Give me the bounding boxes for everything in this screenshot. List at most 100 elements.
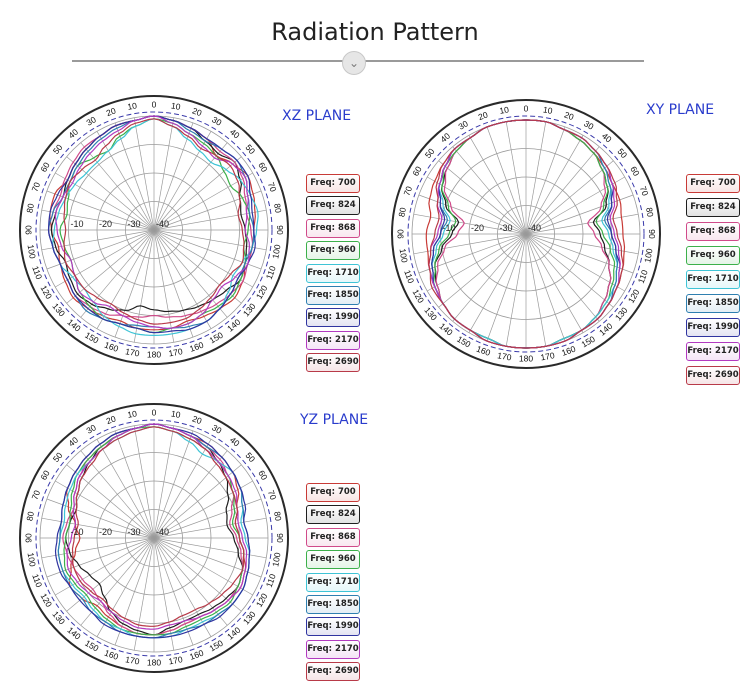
xy-grid-spoke <box>525 233 614 308</box>
xz-radial-tick-label: -20 <box>99 219 112 229</box>
xy-angle-tick-label: 40 <box>600 131 614 145</box>
yz-angle-tick-label: 130 <box>50 609 67 627</box>
yz-grid-spoke <box>153 425 175 539</box>
xz-angle-tick-label: 100 <box>270 243 282 259</box>
yz-angle-tick-label: 30 <box>85 422 98 436</box>
yz-radial-tick-label: -40 <box>156 527 169 537</box>
xy-angle-tick-label: 140 <box>597 321 615 338</box>
xz-grid-spoke <box>133 117 155 231</box>
yz-grid-spoke <box>114 537 155 646</box>
yz-angle-tick-label: 0 <box>152 407 157 417</box>
yz-angle-tick-label: 120 <box>254 591 270 609</box>
xz-angle-tick-label: 80 <box>24 202 36 213</box>
yz-radial-tick-label: -30 <box>128 527 141 537</box>
xy-angle-tick-label: 100 <box>397 248 409 264</box>
yz-grid-spoke <box>153 537 228 626</box>
yz-angle-tick-label: 140 <box>225 625 243 642</box>
xz-dashed-ring <box>35 111 273 349</box>
yz-grid-spoke <box>96 439 155 539</box>
xz-grid-spoke <box>153 156 242 231</box>
xz-grid-spoke <box>80 229 155 318</box>
yz-grid-spoke <box>153 464 242 539</box>
yz-grid-spoke <box>153 537 212 637</box>
xz-angle-tick-label: 20 <box>105 105 118 118</box>
yz-plane-label: YZ PLANE <box>300 412 369 428</box>
xy-grid-spoke <box>427 176 527 235</box>
xz-angle-tick-label: 180 <box>147 349 161 359</box>
xz-angle-tick-label: 140 <box>225 317 243 334</box>
yz-grid-spoke <box>153 430 194 539</box>
yz-angle-tick-label: 130 <box>241 609 258 627</box>
xz-grid-spoke <box>153 131 212 231</box>
xy-grid-spoke <box>525 126 566 235</box>
xz-grid-spoke <box>153 117 175 231</box>
xy-grid-spoke <box>525 146 600 235</box>
xz-angle-tick-label: 140 <box>66 317 84 334</box>
xy-angle-tick-label: 130 <box>613 305 630 323</box>
yz-angle-tick-label: 100 <box>270 551 282 567</box>
xy-angle-tick-label: 60 <box>628 165 642 178</box>
legend-item-freq-1990: Freq: 1990 <box>306 617 360 637</box>
xz-angle-tick-label: 10 <box>127 100 138 112</box>
xz-grid-spoke <box>153 209 267 231</box>
legend-item-freq-1710: Freq: 1710 <box>306 572 360 592</box>
xz-angle-tick-label: 80 <box>272 203 284 214</box>
xz-grid-spoke <box>55 172 155 231</box>
page-title: Radiation Pattern <box>271 18 479 46</box>
xz-grid-spoke <box>46 190 155 231</box>
xy-grid-spoke <box>452 233 527 322</box>
xy-angle-tick-label: 110 <box>402 268 416 284</box>
yz-grid-spoke <box>153 537 262 578</box>
yz-grid-spoke <box>66 537 155 612</box>
xy-angle-tick-label: 20 <box>563 109 576 122</box>
legend-item-freq-1850: Freq: 1850 <box>306 285 360 305</box>
xy-grid-spoke <box>418 233 527 274</box>
xy-radial-tick-label: -40 <box>528 223 541 233</box>
yz-grid-spoke <box>153 498 262 539</box>
xy-grid-spoke <box>525 233 584 333</box>
xz-grid-spoke <box>153 229 242 304</box>
xz-angle-tick-label: 110 <box>264 264 278 280</box>
legend-item-freq-700: Freq: 700 <box>306 174 360 193</box>
xz-radial-tick-label: -40 <box>156 219 169 229</box>
xz-angle-tick-label: 30 <box>85 114 98 128</box>
xy-angle-tick-label: 80 <box>396 206 408 217</box>
yz-angle-tick-label: 150 <box>83 638 101 654</box>
yz-angle-tick-label: 50 <box>51 450 65 464</box>
xz-series-freq-2690 <box>63 118 245 325</box>
xy-grid-spoke <box>413 213 527 235</box>
xz-grid-spoke <box>80 142 155 231</box>
legend-item-freq-1710: Freq: 1710 <box>686 270 740 289</box>
yz-grid-spoke <box>153 537 242 612</box>
xy-angle-tick-label: 80 <box>644 207 656 218</box>
xz-grid-spoke <box>153 190 262 231</box>
xz-radial-tick-label: -30 <box>128 219 141 229</box>
xy-grid-spoke <box>525 213 639 235</box>
yz-grid-spoke <box>80 450 155 539</box>
xz-legend: Freq: 700 Freq: 824 Freq: 868 Freq: 960 Freq… <box>306 174 360 376</box>
chevron-down-icon: ⌄ <box>342 51 366 75</box>
xy-angle-tick-label: 30 <box>457 118 470 132</box>
yz-grid-spoke <box>153 517 267 539</box>
xy-angle-tick-label: 140 <box>438 321 456 338</box>
xz-grid-spoke <box>55 229 155 288</box>
xy-grid-spoke <box>525 233 547 347</box>
xz-grid-spoke <box>114 229 155 338</box>
yz-grid-spoke <box>55 480 155 539</box>
legend-item-freq-700: Freq: 700 <box>306 483 360 502</box>
yz-angle-tick-label: 90 <box>23 533 33 543</box>
xy-angle-tick-label: 50 <box>423 146 437 160</box>
yz-grid-spoke <box>96 537 155 637</box>
xz-angle-tick-label: 60 <box>256 161 270 174</box>
yz-angle-tick-label: 80 <box>272 511 284 522</box>
legend-item-freq-824: Freq: 824 <box>306 505 360 525</box>
yz-grid-spoke <box>153 537 267 559</box>
xy-grid-spoke <box>525 233 625 292</box>
xy-angle-tick-label: 50 <box>616 146 630 160</box>
xy-grid-spoke <box>486 126 527 235</box>
legend-item-freq-1850: Freq: 1850 <box>306 594 360 614</box>
xy-angle-tick-label: 160 <box>560 344 577 358</box>
xz-grid-spoke <box>153 229 175 343</box>
xz-angle-tick-label: 90 <box>275 225 285 235</box>
yz-dashed-ring <box>35 419 273 657</box>
